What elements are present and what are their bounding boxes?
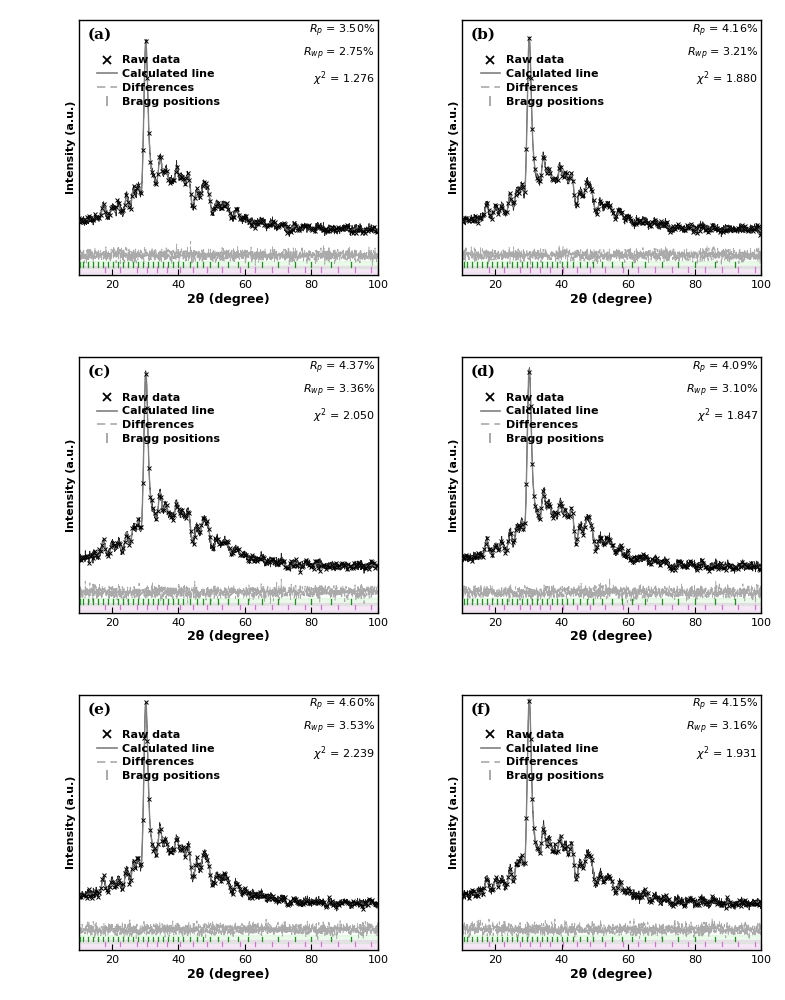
Bar	[462, 266, 761, 273]
Text: (d): (d)	[471, 365, 496, 379]
X-axis label: 2θ (degree): 2θ (degree)	[571, 630, 653, 643]
Y-axis label: Intensity (a.u.): Intensity (a.u.)	[449, 101, 459, 194]
Bar	[462, 261, 761, 268]
Bar	[462, 940, 761, 948]
Legend: Raw data, Calculated line, Differences, Bragg positions: Raw data, Calculated line, Differences, …	[93, 388, 225, 448]
Text: (a): (a)	[87, 28, 111, 42]
Bar	[462, 603, 761, 611]
Bar	[78, 261, 378, 268]
Text: (e): (e)	[87, 702, 111, 716]
Text: $R_p$ = 4.15%
$R_{wp}$ = 3.16%
$\chi^2$ = 1.931: $R_p$ = 4.15% $R_{wp}$ = 3.16% $\chi^2$ …	[686, 697, 758, 763]
Text: $R_p$ = 4.16%
$R_{wp}$ = 3.21%
$\chi^2$ = 1.880: $R_p$ = 4.16% $R_{wp}$ = 3.21% $\chi^2$ …	[687, 23, 758, 88]
Y-axis label: Intensity (a.u.): Intensity (a.u.)	[449, 438, 459, 532]
Bar	[78, 598, 378, 605]
Text: $R_p$ = 4.60%
$R_{wp}$ = 3.53%
$\chi^2$ = 2.239: $R_p$ = 4.60% $R_{wp}$ = 3.53% $\chi^2$ …	[302, 697, 375, 763]
Bar	[78, 935, 378, 943]
Bar	[78, 266, 378, 273]
X-axis label: 2θ (degree): 2θ (degree)	[571, 293, 653, 306]
Legend: Raw data, Calculated line, Differences, Bragg positions: Raw data, Calculated line, Differences, …	[476, 388, 608, 448]
X-axis label: 2θ (degree): 2θ (degree)	[571, 968, 653, 981]
Text: (b): (b)	[471, 28, 496, 42]
Legend: Raw data, Calculated line, Differences, Bragg positions: Raw data, Calculated line, Differences, …	[93, 51, 225, 111]
Bar	[462, 935, 761, 943]
Y-axis label: Intensity (a.u.): Intensity (a.u.)	[449, 776, 459, 869]
X-axis label: 2θ (degree): 2θ (degree)	[187, 293, 269, 306]
Bar	[78, 940, 378, 948]
X-axis label: 2θ (degree): 2θ (degree)	[187, 630, 269, 643]
Text: $R_p$ = 4.09%
$R_{wp}$ = 3.10%
$\chi^2$ = 1.847: $R_p$ = 4.09% $R_{wp}$ = 3.10% $\chi^2$ …	[686, 360, 758, 425]
Text: $R_p$ = 4.37%
$R_{wp}$ = 3.36%
$\chi^2$ = 2.050: $R_p$ = 4.37% $R_{wp}$ = 3.36% $\chi^2$ …	[302, 360, 375, 425]
Bar	[78, 603, 378, 611]
Legend: Raw data, Calculated line, Differences, Bragg positions: Raw data, Calculated line, Differences, …	[93, 725, 225, 786]
X-axis label: 2θ (degree): 2θ (degree)	[187, 968, 269, 981]
Y-axis label: Intensity (a.u.): Intensity (a.u.)	[66, 438, 75, 532]
Y-axis label: Intensity (a.u.): Intensity (a.u.)	[66, 776, 75, 869]
Legend: Raw data, Calculated line, Differences, Bragg positions: Raw data, Calculated line, Differences, …	[476, 725, 608, 786]
Legend: Raw data, Calculated line, Differences, Bragg positions: Raw data, Calculated line, Differences, …	[476, 51, 608, 111]
Y-axis label: Intensity (a.u.): Intensity (a.u.)	[66, 101, 75, 194]
Bar	[462, 598, 761, 605]
Text: $R_p$ = 3.50%
$R_{wp}$ = 2.75%
$\chi^2$ = 1.276: $R_p$ = 3.50% $R_{wp}$ = 2.75% $\chi^2$ …	[304, 23, 375, 88]
Text: (f): (f)	[471, 702, 492, 716]
Text: (c): (c)	[87, 365, 111, 379]
